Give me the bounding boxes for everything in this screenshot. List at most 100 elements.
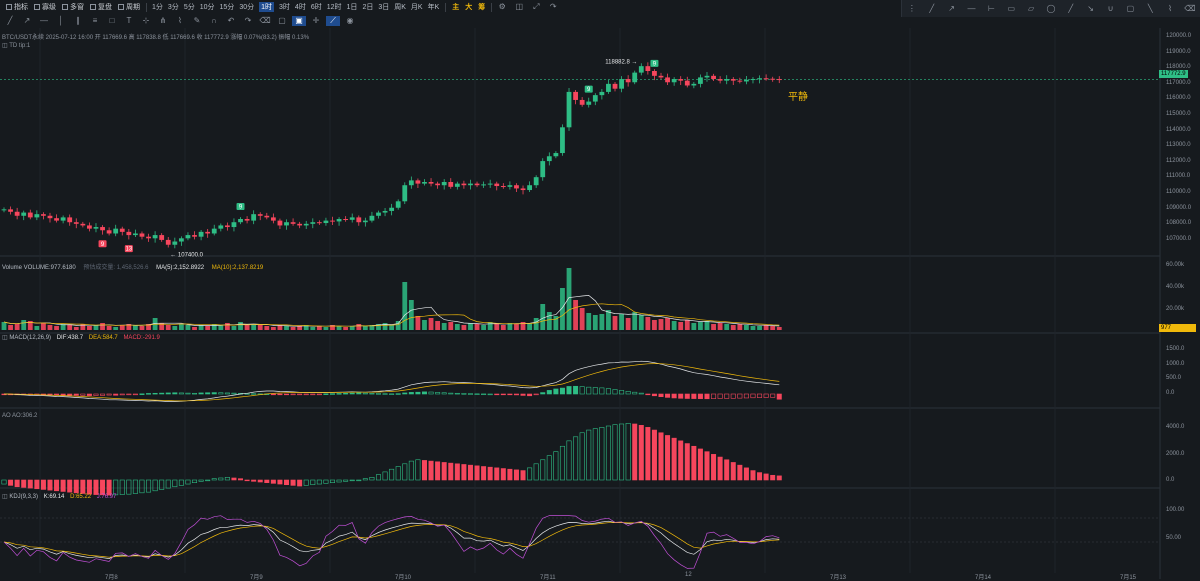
candle-body: [724, 79, 730, 81]
eye-icon[interactable]: ◉: [346, 16, 354, 25]
settings-icon[interactable]: ⚙: [498, 2, 506, 11]
trash-icon[interactable]: ⌫: [259, 16, 271, 25]
volume-bar: [632, 312, 638, 330]
chart-canvas[interactable]: 118882.8 → ← 107400.0 9 13 9 9 9: [0, 28, 1200, 579]
zigzag-tool-icon[interactable]: ⌇: [1168, 4, 1173, 13]
fullscreen-icon[interactable]: ⤢: [533, 2, 540, 11]
timeframe-13[interactable]: 3日: [378, 4, 390, 11]
volume-bar: [691, 323, 697, 330]
trend-line-icon[interactable]: ╱: [7, 16, 13, 25]
rectangle-icon[interactable]: □: [109, 16, 115, 25]
time-axis-tick: 7月13: [830, 575, 847, 581]
redo-draw-icon[interactable]: ↷: [244, 16, 252, 25]
pattern-icon[interactable]: ⌇: [178, 16, 182, 25]
timeframe-2[interactable]: 5分: [183, 4, 195, 11]
macd-histogram-bar: [86, 393, 92, 396]
vertical-line-icon[interactable]: │: [58, 16, 64, 25]
hline-tool-icon[interactable]: —: [967, 4, 976, 13]
path-tool-icon[interactable]: ╲: [1147, 4, 1153, 13]
timeframe-0[interactable]: 1分: [152, 4, 163, 11]
magnet-icon[interactable]: ∩: [211, 16, 217, 25]
candle-body: [468, 183, 473, 186]
period-button[interactable]: 周期: [118, 2, 140, 12]
cursor-select-icon[interactable]: ▣: [292, 16, 306, 26]
volume-bar: [303, 325, 309, 330]
candle-body: [737, 80, 743, 82]
multi-window-button[interactable]: 多窗: [62, 2, 84, 12]
volume-bar: [737, 324, 743, 330]
timeframe-12[interactable]: 2日: [362, 4, 374, 11]
volume-bar: [711, 324, 716, 330]
delete-drawing-icon[interactable]: ⌫: [1184, 4, 1196, 13]
volume-bar: [349, 326, 355, 330]
drawing-mode-icon[interactable]: ⟋: [326, 16, 340, 26]
indicator-button[interactable]: 指标: [6, 2, 28, 12]
timeframe-3[interactable]: 10分: [199, 4, 215, 11]
timeframe-5[interactable]: 30分: [239, 4, 255, 11]
volume-bar: [21, 320, 27, 330]
timeframe-16[interactable]: 年K: [427, 4, 440, 11]
fork-icon[interactable]: ⋔: [159, 16, 167, 25]
ao-histogram-bar: [211, 478, 217, 481]
lock-icon[interactable]: ▢: [278, 16, 286, 25]
volume-bar: [146, 324, 151, 330]
undo-icon[interactable]: ↶: [227, 16, 235, 25]
fibonacci-icon[interactable]: ≡: [92, 16, 98, 25]
macd-histogram-bar: [297, 393, 303, 396]
volume-bar: [599, 314, 605, 330]
ray-tool-icon[interactable]: ↗: [948, 4, 955, 13]
arc-tool-icon[interactable]: ∪: [1107, 4, 1114, 13]
crosshair-icon[interactable]: ✛: [312, 16, 320, 25]
indicator-label: 指标: [14, 4, 28, 11]
timeframe-8[interactable]: 4时: [294, 4, 306, 11]
ray-line-icon[interactable]: ↗: [23, 16, 31, 25]
measure-icon[interactable]: ⊹: [142, 16, 150, 25]
rect-tool-icon[interactable]: ▭: [1007, 4, 1015, 13]
candle-body: [730, 79, 736, 81]
volume-bar: [566, 268, 572, 330]
big-indicator-button[interactable]: 大: [465, 4, 473, 11]
timeframe-1[interactable]: 3分: [167, 4, 179, 11]
horizontal-line-icon[interactable]: —: [40, 16, 48, 25]
arrow-tool-icon[interactable]: ↘: [1087, 4, 1094, 13]
timeframe-11[interactable]: 1日: [346, 4, 358, 11]
indicator-icon: [6, 4, 12, 10]
candle-body: [428, 182, 434, 184]
candle-body: [553, 153, 559, 157]
brush-icon[interactable]: ✎: [193, 16, 201, 25]
hray-tool-icon[interactable]: ⊢: [987, 4, 995, 13]
timeframe-15[interactable]: 月K: [410, 4, 423, 11]
time-axis-tick: 7月9: [250, 575, 263, 581]
timeframe-list: 1分 3分 5分 10分 15分 30分 1时 3时 4时 6时 12时 1日 2日 3日 周K 月K 年K: [147, 2, 439, 12]
camera-icon[interactable]: ◫: [515, 2, 524, 11]
parallelogram-tool-icon[interactable]: ▱: [1028, 4, 1035, 13]
volume-bar: [231, 326, 237, 330]
timeframe-9[interactable]: 6时: [310, 4, 322, 11]
ellipse-tool-icon[interactable]: ◯: [1046, 4, 1056, 13]
timeframe-4[interactable]: 15分: [219, 4, 235, 11]
timeframe-14[interactable]: 周K: [394, 4, 406, 11]
macd-histogram-bar: [132, 393, 138, 396]
macd-dea-label: DEA:584.7: [88, 335, 118, 341]
candle-body: [619, 79, 624, 89]
redo-icon[interactable]: ↷: [549, 2, 557, 11]
line-tool-icon[interactable]: ╱: [929, 4, 935, 13]
macd-histogram-bar: [697, 393, 703, 399]
rounded-rect-icon[interactable]: ▢: [1126, 4, 1135, 13]
text-tool-icon[interactable]: T: [126, 16, 132, 25]
macd-histogram-bar: [487, 393, 493, 396]
template-button[interactable]: 寡级: [34, 2, 56, 12]
pen-tool-icon[interactable]: ╱: [1068, 4, 1074, 13]
timeframe-10[interactable]: 12时: [326, 4, 342, 11]
price_axis-tick: 115000.0: [1166, 111, 1191, 117]
macd-histogram-bar: [658, 393, 664, 397]
macd-histogram-bar: [362, 392, 368, 395]
replay-button[interactable]: 复盘: [90, 2, 112, 12]
parallel-channel-icon[interactable]: ∥: [76, 16, 80, 25]
timeframe-6[interactable]: 1时: [259, 2, 275, 12]
timeframe-7[interactable]: 3时: [279, 4, 290, 11]
main-indicator-button[interactable]: 主: [452, 4, 460, 11]
chip-indicator-button[interactable]: 筹: [478, 4, 486, 11]
macd-histogram-bar: [481, 393, 487, 396]
drag-handle-icon[interactable]: ⋮: [907, 4, 916, 13]
